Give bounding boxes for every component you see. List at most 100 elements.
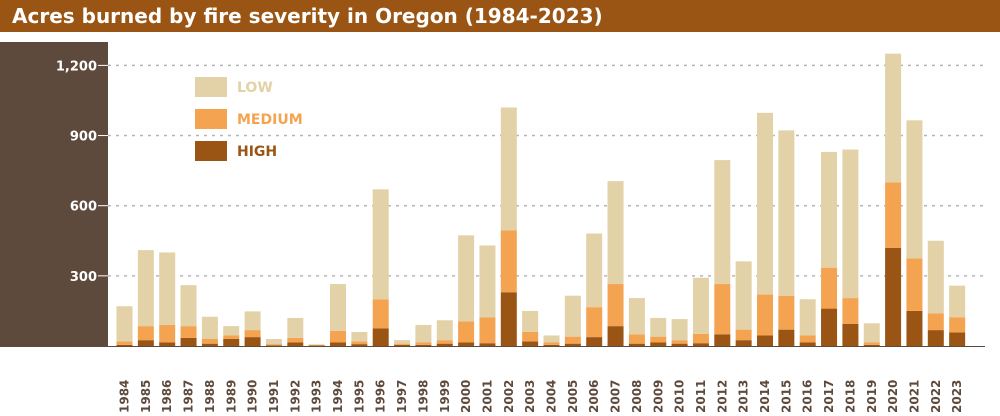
bar-medium-1998 (415, 342, 432, 345)
bar-high-1990 (244, 337, 261, 346)
bar-high-2018 (842, 323, 859, 346)
bar-medium-2011 (692, 333, 709, 344)
bar-low-2020 (885, 53, 902, 183)
x-tick-label: 1997 (395, 380, 409, 413)
x-tick-label: 1986 (160, 380, 174, 413)
bar-high-2014 (757, 335, 773, 346)
bar-medium-2001 (479, 317, 496, 344)
bar-medium-1997 (394, 343, 411, 345)
bar-medium-1999 (436, 340, 453, 344)
bar-high-2004 (543, 344, 560, 346)
bar-medium-1985 (137, 326, 154, 341)
bar-high-2001 (479, 343, 496, 346)
bar-high-1991 (265, 345, 282, 346)
bar-medium-1991 (265, 344, 282, 346)
bar-high-1987 (180, 337, 197, 346)
x-tick-label: 2001 (480, 380, 494, 413)
x-tick-label: 1996 (374, 380, 388, 413)
bar-high-2022 (927, 330, 944, 346)
bar-medium-2000 (458, 321, 475, 343)
bar-low-2023 (949, 285, 966, 318)
bar-low-2018 (842, 149, 859, 299)
bar-medium-2003 (522, 331, 539, 342)
x-tick-label: 2023 (950, 380, 964, 413)
bar-medium-2012 (714, 284, 731, 335)
bar-low-1994 (330, 284, 346, 331)
x-tick-label: 1992 (288, 380, 302, 413)
bar-medium-2016 (799, 335, 816, 343)
bar-low-1991 (265, 338, 282, 345)
x-tick-label: 2010 (673, 380, 687, 413)
bar-high-1992 (287, 342, 304, 346)
y-axis-panel (0, 42, 108, 347)
bar-high-1995 (351, 344, 368, 346)
bar-low-2019 (863, 323, 880, 343)
bar-medium-1987 (180, 326, 197, 338)
bar-medium-2019 (863, 342, 880, 345)
bar-high-2002 (500, 292, 517, 346)
bar-low-2012 (714, 160, 731, 285)
x-tick-label: 1991 (267, 380, 281, 413)
title-banner: Acres burned by fire severity in Oregon … (0, 0, 1000, 32)
legend: LOW MEDIUM HIGH (195, 77, 303, 161)
bar-high-2008 (628, 343, 645, 346)
bar-medium-1994 (330, 330, 346, 343)
x-tick-label: 2011 (694, 380, 708, 413)
legend-label-low: LOW (237, 80, 273, 96)
x-tick-label: 1989 (224, 380, 238, 413)
bar-high-2006 (586, 337, 603, 346)
legend-swatch-medium (195, 109, 227, 129)
x-tick-label: 1999 (438, 380, 452, 413)
x-tick-label: 2006 (587, 380, 601, 413)
bar-low-1995 (351, 331, 368, 342)
x-tick-label: 2013 (737, 380, 751, 413)
bar-low-2022 (927, 240, 944, 314)
bar-medium-2023 (949, 317, 966, 333)
bar-low-1992 (287, 317, 304, 338)
bar-low-1987 (180, 285, 197, 327)
bar-low-2002 (500, 107, 517, 231)
x-tick-label: 2016 (801, 380, 815, 413)
bar-low-2021 (906, 120, 923, 259)
bar-high-2020 (885, 247, 902, 346)
bar-high-1997 (394, 344, 411, 346)
bar-high-1999 (436, 343, 453, 346)
bar-medium-2009 (650, 336, 667, 343)
x-tick-label: 2004 (545, 380, 559, 413)
chart-title: Acres burned by fire severity in Oregon … (12, 4, 603, 28)
bar-medium-2010 (671, 340, 688, 344)
bar-low-2011 (692, 277, 709, 334)
bar-low-2000 (458, 235, 475, 322)
bar-low-2010 (671, 319, 688, 341)
bar-low-2014 (757, 112, 773, 295)
bar-medium-2002 (500, 230, 517, 293)
bar-low-2003 (522, 310, 539, 332)
bar-low-1996 (372, 189, 389, 300)
bar-low-2009 (650, 317, 667, 337)
x-tick-label: 1993 (310, 380, 324, 413)
bar-high-2021 (906, 310, 923, 346)
x-tick-label: 1994 (331, 380, 345, 413)
bar-high-2011 (692, 343, 709, 346)
bar-high-1988 (201, 343, 218, 346)
bar-low-2013 (735, 261, 752, 330)
x-tick-label: 2015 (779, 380, 793, 413)
bar-medium-1986 (159, 324, 176, 343)
x-tick-label: 2014 (758, 380, 772, 413)
y-tick-labels: 300 600 900 1,200 (56, 59, 97, 284)
bar-low-2008 (628, 298, 645, 335)
bar-medium-1992 (287, 337, 304, 343)
y-axis-label: AREA (THOUSAND ACRES) (26, 96, 41, 307)
bar-low-2005 (564, 295, 581, 337)
x-tick-labels: 1984 1985 1986 1987 1988 1989 1990 1991 1992 1993… (118, 380, 965, 413)
bar-low-2004 (543, 335, 560, 343)
bar-high-2019 (863, 344, 880, 346)
bar-medium-2007 (607, 284, 624, 327)
x-tick-label: 1998 (416, 380, 430, 413)
bar-low-1993 (308, 344, 325, 346)
x-tick-label: 1990 (246, 380, 260, 413)
bars (116, 53, 966, 346)
y-tick-label: 600 (70, 200, 97, 215)
gridlines (98, 64, 985, 347)
x-tick-label: 2021 (907, 380, 921, 413)
